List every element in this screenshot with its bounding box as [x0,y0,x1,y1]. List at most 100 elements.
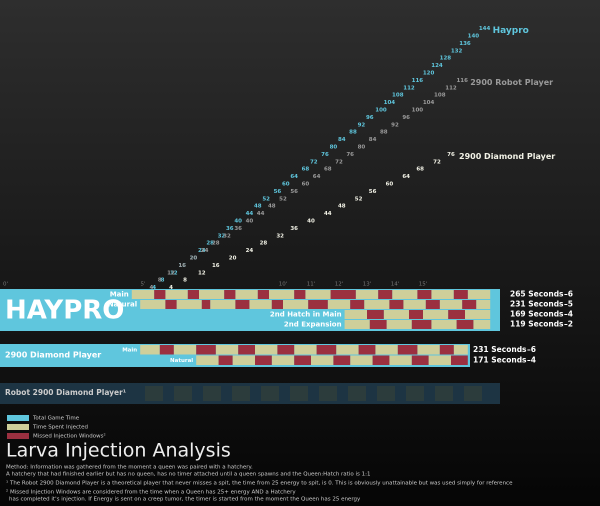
point-label: 64 [402,174,410,180]
missed-segment [397,345,418,355]
group-label: Robot 2900 Diamond Player¹ [5,388,126,397]
row-label: 2nd Expansion [284,321,342,329]
injected-segment [386,320,412,329]
injected-segment [199,290,225,299]
robot-block [319,386,337,401]
injected-segment [383,310,409,319]
point-label: 32 [218,233,226,239]
robot-block [435,386,453,401]
x-tick-label: 11' [307,282,316,288]
point-label: 108 [392,93,404,99]
robot-block [348,386,366,401]
robot-block [145,386,163,401]
injected-segment [210,300,236,309]
robot-block [261,386,279,401]
missed-segment [448,310,465,319]
point-label: 76 [346,152,354,158]
point-label: 72 [310,159,318,165]
missed-segment [277,345,295,355]
point-label: 140 [468,34,480,40]
x-tick-label: 15' [419,282,428,288]
injected-segment [311,355,334,365]
robot-block [464,386,482,401]
missed-segment [235,300,250,309]
point-label: 72 [335,159,343,165]
missed-segment [330,290,356,299]
row-time: 169 Seconds [510,310,564,319]
injected-segment [165,290,188,299]
row-delta: –5 [564,300,573,309]
missed-segment [224,290,236,299]
missed-segment [462,300,477,309]
point-label: 60 [302,182,310,188]
injected-segment [453,345,468,355]
point-label: 64 [313,174,321,180]
injected-segment [271,355,295,365]
missed-segment [308,300,328,309]
point-label: 28 [212,241,220,247]
point-label: 8 [158,278,162,284]
point-label: 124 [431,63,443,69]
injected-segment [235,290,258,299]
missed-segment [159,345,174,355]
robot-block [174,386,192,401]
point-label: 36 [234,226,242,232]
point-label: 48 [254,204,262,210]
footnote: ² Missed Injection Windows are considere… [6,489,296,496]
point-label: 132 [451,48,463,54]
missed-segment [372,355,390,365]
row-delta: –6 [564,290,573,299]
missed-segment [451,355,468,365]
point-label: 52 [355,196,363,202]
point-label: 4 [152,285,156,291]
point-label: 8 [183,278,187,284]
injected-segment [336,345,359,355]
point-label: 16 [178,263,186,269]
injected-segment [403,300,426,309]
robot-block [377,386,395,401]
point-label: 76 [447,152,455,158]
missed-segment [358,345,376,355]
point-label: 84 [369,137,377,143]
point-label: 96 [366,115,374,121]
injected-segment [269,290,295,299]
x-tick-label: 14' [391,282,400,288]
missed-segment [378,290,393,299]
injected-segment [350,355,373,365]
injected-segment [305,290,331,299]
injected-segment [232,355,255,365]
missed-segment [255,355,272,365]
x-tick-label: 0' [3,282,8,288]
point-label: 12 [198,270,206,276]
robot-block [203,386,221,401]
point-label: 144 [479,26,491,32]
missed-segment [425,300,440,309]
injected-segment [283,300,309,309]
row-delta: –4 [527,355,536,364]
missed-segment [350,300,365,309]
method-line: A hatchery that had finished earlier but… [6,472,370,478]
point-label: 112 [403,85,415,91]
point-label: 88 [380,130,388,136]
point-label: 100 [412,108,424,114]
missed-segment [453,290,468,299]
point-label: 20 [229,256,237,262]
missed-segment [218,355,233,365]
injected-segment [140,345,160,355]
row-delta: –4 [564,310,573,319]
point-label: 20 [190,256,198,262]
missed-segment [271,300,283,309]
title: Larva Injection Analysis [6,440,231,462]
point-label: 68 [416,167,424,173]
footnote: ¹ The Robot 2900 Diamond Player is a the… [6,480,513,487]
injected-segment [173,345,197,355]
legend-swatch [7,415,29,421]
point-label: 28 [260,241,268,247]
missed-segment [196,345,216,355]
robot-block [232,386,250,401]
injected-segment [215,345,239,355]
row-label: 2nd Hatch in Main [270,311,342,319]
point-label: 4 [149,285,153,291]
row-time: 265 Seconds [510,290,564,299]
